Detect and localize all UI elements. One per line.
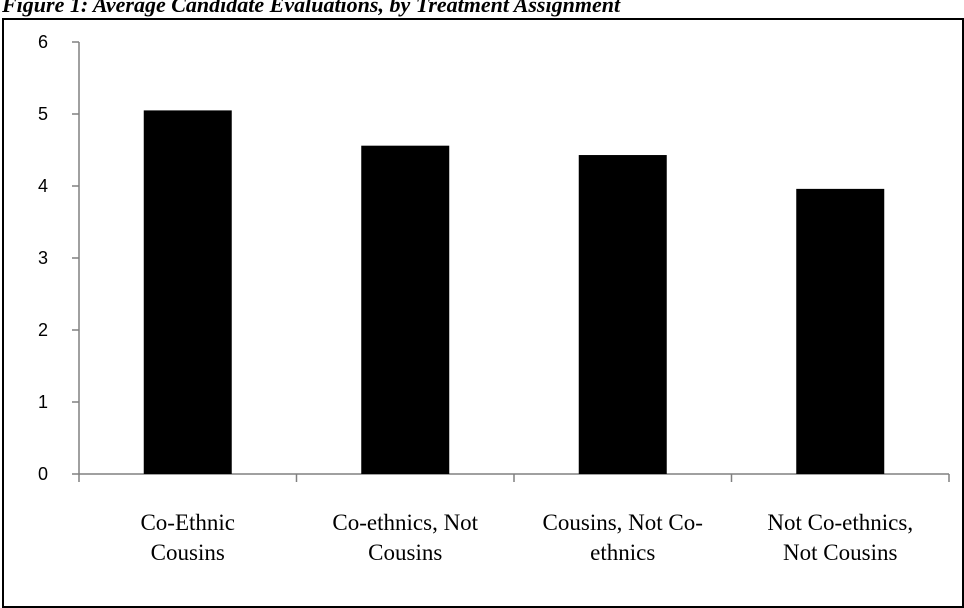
figure-title: Figure 1: Average Candidate Evaluations,… [2, 0, 621, 17]
x-category-label-line: Cousins [151, 540, 225, 565]
x-category-label-line: Cousins, Not Co- [543, 510, 703, 535]
x-category-label: Not Co-ethnics, Not Cousins [767, 510, 913, 565]
y-tick-label: 3 [38, 248, 48, 268]
x-category-label-line: Co-Ethnic [140, 510, 235, 535]
y-tick-label: 2 [38, 320, 48, 340]
bar [361, 145, 450, 474]
bar [796, 188, 885, 474]
x-axis [78, 473, 950, 482]
x-category-label: Cousins, Not Co-ethnics [543, 510, 703, 565]
bar [578, 155, 667, 475]
x-category-label: Co-Ethnic Cousins [140, 510, 235, 565]
x-category-label-line: Not Co-ethnics, [767, 510, 913, 535]
x-category-label-line: Not Cousins [783, 540, 897, 565]
x-category-label: Co-ethnics, Not Cousins [332, 510, 478, 565]
y-tick-label: 6 [38, 32, 48, 52]
x-category-label-line: Cousins [368, 540, 442, 565]
bar [143, 110, 232, 475]
y-tick-label: 0 [38, 464, 48, 484]
y-tick-label: 4 [38, 176, 48, 196]
x-category-label-line: ethnics [590, 540, 655, 565]
x-category-label-line: Co-ethnics, Not [332, 510, 478, 535]
y-tick-label: 5 [38, 104, 48, 124]
bars [143, 110, 885, 475]
y-axis: 0 1 2 3 4 5 6 [38, 32, 80, 484]
y-tick-label: 1 [38, 392, 48, 412]
